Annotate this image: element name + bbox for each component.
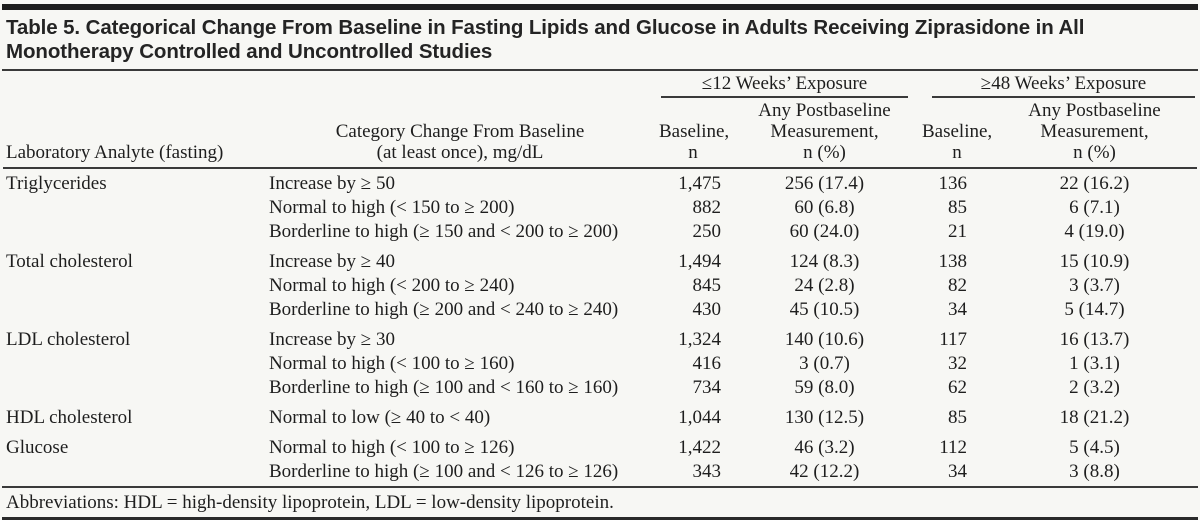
data-table: ≤12 Weeks’ Exposure ≥48 Weeks’ Exposure … (3, 71, 1197, 484)
analyte-cell: Glucose (6, 437, 69, 458)
postbaseline-12w-cell: 42 (12.2) (789, 461, 860, 482)
group-header-12-weeks: ≤12 Weeks’ Exposure (661, 71, 908, 98)
category-cell: Normal to high (< 100 to ≥ 160) (269, 353, 515, 374)
baseline-n-48w-cell: 82 (948, 275, 967, 296)
postbaseline-12w-cell: 24 (2.8) (794, 275, 855, 296)
postbaseline-12w-cell: 45 (10.5) (789, 299, 860, 320)
postbaseline-48w-cell: 15 (10.9) (1059, 251, 1130, 272)
baseline-n-48w-cell: 32 (948, 353, 967, 374)
postbaseline-12w-cell: 124 (8.3) (789, 251, 860, 272)
baseline-n-12w-cell: 416 (692, 353, 722, 374)
analyte-cell: LDL cholesterol (6, 329, 131, 350)
table-row: LDL cholesterol Increase by ≥ 30 1,324 1… (3, 322, 1197, 352)
table-row: Normal to high (< 100 to ≥ 160) 416 3 (0… (3, 352, 1197, 376)
baseline-n-12w-cell: 1,422 (678, 437, 721, 458)
column-header-category: Category Change From Baseline (at least … (261, 98, 659, 169)
column-header-baseline-48w: Baseline, n (922, 98, 992, 169)
title-divider (2, 69, 1198, 71)
table-row: Borderline to high (≥ 150 and < 200 to ≥… (3, 220, 1197, 244)
baseline-n-12w-cell: 882 (692, 197, 722, 218)
analyte-cell: Total cholesterol (6, 251, 133, 272)
category-cell: Normal to high (< 150 to ≥ 200) (269, 197, 515, 218)
category-cell: Normal to high (< 100 to ≥ 126) (269, 437, 515, 458)
category-cell: Borderline to high (≥ 100 and < 126 to ≥… (269, 461, 619, 482)
table-row: HDL cholesterol Normal to low (≥ 40 to <… (3, 400, 1197, 430)
category-cell: Borderline to high (≥ 150 and < 200 to ≥… (269, 221, 619, 242)
baseline-n-12w-cell: 734 (692, 377, 722, 398)
column-header-analyte: Laboratory Analyte (fasting) (3, 98, 261, 169)
table-row: Glucose Normal to high (< 100 to ≥ 126) … (3, 430, 1197, 460)
category-cell: Increase by ≥ 40 (269, 251, 395, 272)
category-cell: Increase by ≥ 30 (269, 329, 395, 350)
column-header-postbaseline-12w: Any Postbaseline Measurement, n (%) (727, 98, 922, 169)
baseline-n-12w-cell: 430 (692, 299, 722, 320)
baseline-n-48w-cell: 62 (948, 377, 967, 398)
group-header-48-weeks: ≥48 Weeks’ Exposure (932, 71, 1195, 98)
analyte-cell: HDL cholesterol (6, 407, 133, 428)
baseline-n-12w-cell: 1,044 (678, 407, 721, 428)
postbaseline-48w-cell: 1 (3.1) (1069, 353, 1120, 374)
postbaseline-48w-cell: 22 (16.2) (1059, 173, 1130, 194)
analyte-cell: Triglycerides (6, 173, 107, 194)
postbaseline-48w-cell: 16 (13.7) (1059, 329, 1130, 350)
baseline-n-48w-cell: 136 (938, 173, 968, 194)
postbaseline-12w-cell: 3 (0.7) (799, 353, 850, 374)
postbaseline-12w-cell: 130 (12.5) (784, 407, 865, 428)
table-row: Triglycerides Increase by ≥ 50 1,475 256… (3, 168, 1197, 196)
category-cell: Increase by ≥ 50 (269, 173, 395, 194)
baseline-n-12w-cell: 343 (692, 461, 722, 482)
baseline-n-48w-cell: 117 (939, 329, 967, 350)
table-row: Total cholesterol Increase by ≥ 40 1,494… (3, 244, 1197, 274)
table-title: Table 5. Categorical Change From Baselin… (6, 16, 1085, 63)
postbaseline-48w-cell: 6 (7.1) (1069, 197, 1120, 218)
baseline-n-48w-cell: 85 (948, 407, 967, 428)
baseline-n-12w-cell: 1,494 (678, 251, 721, 272)
postbaseline-48w-cell: 3 (8.8) (1069, 461, 1120, 482)
table-row: Normal to high (< 200 to ≥ 240) 845 24 (… (3, 274, 1197, 298)
baseline-n-48w-cell: 34 (948, 299, 967, 320)
table-row: Borderline to high (≥ 100 and < 126 to ≥… (3, 460, 1197, 484)
baseline-n-12w-cell: 1,324 (678, 329, 721, 350)
baseline-n-48w-cell: 85 (948, 197, 967, 218)
category-cell: Normal to low (≥ 40 to < 40) (269, 407, 491, 428)
table-row: Borderline to high (≥ 100 and < 160 to ≥… (3, 376, 1197, 400)
category-cell: Borderline to high (≥ 100 and < 160 to ≥… (269, 377, 619, 398)
postbaseline-12w-cell: 256 (17.4) (784, 173, 865, 194)
baseline-n-48w-cell: 112 (939, 437, 967, 458)
postbaseline-48w-cell: 18 (21.2) (1059, 407, 1130, 428)
postbaseline-12w-cell: 59 (8.0) (794, 377, 855, 398)
exposure-group-header-row: ≤12 Weeks’ Exposure ≥48 Weeks’ Exposure (3, 71, 1197, 98)
table-row: Normal to high (< 150 to ≥ 200) 882 60 (… (3, 196, 1197, 220)
baseline-n-12w-cell: 250 (692, 221, 722, 242)
postbaseline-12w-cell: 60 (24.0) (789, 221, 860, 242)
column-header-baseline-12w: Baseline, n (659, 98, 729, 169)
postbaseline-48w-cell: 4 (19.0) (1064, 221, 1125, 242)
postbaseline-48w-cell: 3 (3.7) (1069, 275, 1120, 296)
baseline-n-12w-cell: 1,475 (678, 173, 721, 194)
baseline-n-12w-cell: 845 (692, 275, 722, 296)
baseline-n-48w-cell: 34 (948, 461, 967, 482)
baseline-n-48w-cell: 21 (948, 221, 967, 242)
category-cell: Normal to high (< 200 to ≥ 240) (269, 275, 515, 296)
postbaseline-48w-cell: 5 (14.7) (1064, 299, 1125, 320)
footnote-divider (2, 486, 1198, 488)
postbaseline-48w-cell: 5 (4.5) (1069, 437, 1120, 458)
category-cell: Borderline to high (≥ 200 and < 240 to ≥… (269, 299, 619, 320)
abbreviations-footnote: Abbreviations: HDL = high-density lipopr… (6, 492, 614, 513)
table-row: Borderline to high (≥ 200 and < 240 to ≥… (3, 298, 1197, 322)
postbaseline-12w-cell: 60 (6.8) (794, 197, 855, 218)
top-divider (2, 4, 1198, 10)
column-header-row: Laboratory Analyte (fasting) Category Ch… (3, 98, 1197, 169)
column-header-postbaseline-48w: Any Postbaseline Measurement, n (%) (992, 98, 1197, 169)
baseline-n-48w-cell: 138 (938, 251, 968, 272)
paper-table-figure: Table 5. Categorical Change From Baselin… (2, 4, 1198, 520)
postbaseline-48w-cell: 2 (3.2) (1069, 377, 1120, 398)
postbaseline-12w-cell: 140 (10.6) (784, 329, 865, 350)
postbaseline-12w-cell: 46 (3.2) (794, 437, 855, 458)
